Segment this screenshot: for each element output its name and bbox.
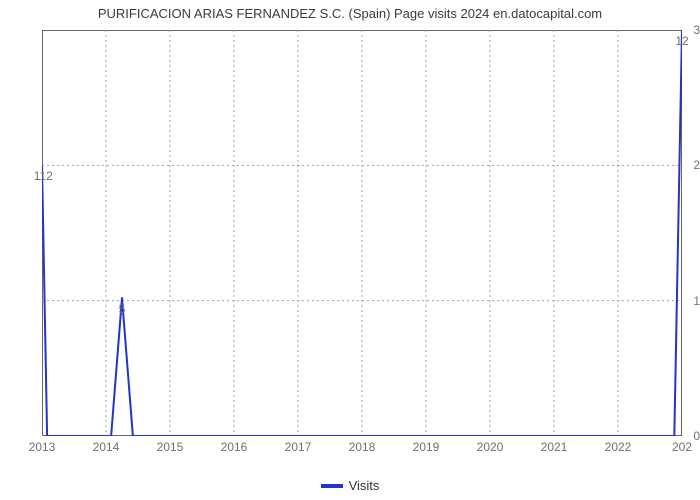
xtick-label: 2015 [157, 440, 184, 454]
legend-label: Visits [349, 478, 380, 493]
point-label: 112 [34, 169, 53, 183]
xtick-label: 202 [672, 440, 692, 454]
xtick-label: 2021 [541, 440, 568, 454]
point-label: 12 [675, 34, 688, 48]
chart-container: { "chart": { "type": "line", "title": "P… [0, 0, 700, 500]
legend: Visits [0, 478, 700, 493]
xtick-label: 2018 [349, 440, 376, 454]
legend-swatch [321, 484, 343, 488]
xtick-label: 2013 [29, 440, 56, 454]
ytick-label: 2 [666, 158, 700, 172]
ytick-label: 1 [666, 294, 700, 308]
xtick-label: 2019 [413, 440, 440, 454]
xtick-label: 2020 [477, 440, 504, 454]
xtick-label: 2016 [221, 440, 248, 454]
xtick-label: 2014 [93, 440, 120, 454]
point-label: 5 [119, 302, 126, 316]
xtick-label: 2022 [605, 440, 632, 454]
grid-vertical [106, 30, 618, 436]
chart-title: PURIFICACION ARIAS FERNANDEZ S.C. (Spain… [0, 6, 700, 21]
plot-area [42, 30, 682, 436]
xtick-label: 2017 [285, 440, 312, 454]
